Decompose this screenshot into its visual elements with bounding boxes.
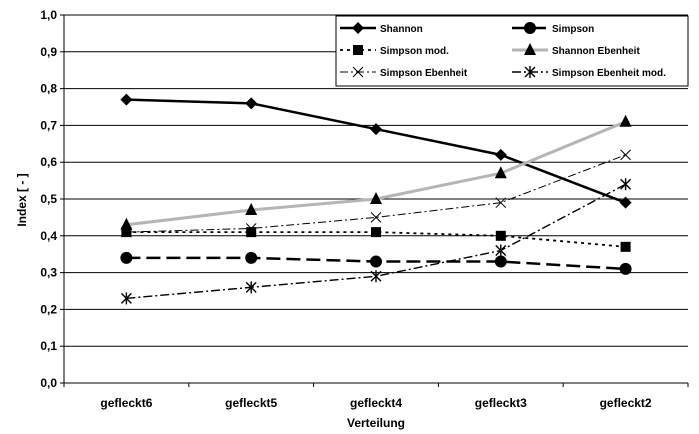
legend-label: Simpson Ebenheit mod. xyxy=(552,68,666,79)
y-tick-label: 0,7 xyxy=(40,118,57,132)
y-tick-label: 0,3 xyxy=(40,266,57,280)
data-point xyxy=(370,192,382,204)
data-point xyxy=(121,226,132,238)
legend-marker xyxy=(352,66,364,78)
series-4 xyxy=(121,149,631,238)
legend-label: Simpson Ebenheit xyxy=(380,68,468,79)
data-point xyxy=(370,255,382,268)
x-tick-label: gefleckt6 xyxy=(100,396,152,410)
series-0 xyxy=(120,93,632,209)
legend-item: Simpson mod. xyxy=(340,45,449,57)
data-point xyxy=(245,203,258,216)
legend-label: Simpson xyxy=(552,24,594,35)
data-point xyxy=(245,281,257,294)
y-tick-label: 0,0 xyxy=(40,376,57,390)
legend-item: Shannon xyxy=(340,22,423,35)
axes: 0,0 0,1 0,2 0,3 0,4 0,5 0,6 0,7 0,8 0,9 1,0 gefleck… xyxy=(40,8,689,410)
x-tick-label: gefleckt4 xyxy=(350,396,402,410)
legend-label: Shannon xyxy=(380,24,423,35)
y-tick-label: 0,2 xyxy=(40,302,57,316)
data-point xyxy=(371,227,381,238)
data-point xyxy=(120,251,133,264)
series-1 xyxy=(120,251,632,275)
legend-label: Simpson mod. xyxy=(380,46,449,57)
data-point xyxy=(495,230,506,241)
y-tick-label: 0,8 xyxy=(40,82,57,96)
series-group xyxy=(120,93,632,305)
data-point xyxy=(620,149,631,161)
y-tick-label: 1,0 xyxy=(40,8,57,22)
y-tick-label: 0,6 xyxy=(40,155,57,169)
legend-label: Shannon Ebenheit xyxy=(552,46,640,57)
x-tick-label: gefleckt3 xyxy=(475,396,527,410)
data-point xyxy=(370,212,382,223)
y-tick-label: 0,4 xyxy=(40,229,57,243)
data-point xyxy=(370,270,382,283)
data-point xyxy=(245,251,258,264)
y-tick-label: 0,9 xyxy=(40,45,57,59)
series-5 xyxy=(120,178,632,305)
legend-item: Simpson Ebenheit xyxy=(340,66,468,79)
data-point xyxy=(120,217,133,230)
data-point xyxy=(495,244,507,257)
data-point xyxy=(245,97,258,110)
data-point xyxy=(120,292,132,305)
data-point xyxy=(619,262,632,275)
legend-item: Simpson Ebenheit mod. xyxy=(512,66,666,79)
data-point xyxy=(120,93,133,106)
series-line xyxy=(126,154,626,233)
data-point xyxy=(619,114,632,127)
data-point xyxy=(620,241,631,252)
data-point xyxy=(494,148,507,161)
x-tick-label: gefleckt2 xyxy=(600,396,652,410)
legend-marker xyxy=(353,45,363,55)
data-point xyxy=(619,196,632,209)
y-tick-label: 0,5 xyxy=(40,192,57,206)
x-tick-label: gefleckt5 xyxy=(225,396,277,410)
y-axis-title: Index [ - ] xyxy=(15,173,29,226)
x-axis-title: Verteilung xyxy=(347,416,405,430)
data-point xyxy=(370,123,382,136)
legend-marker xyxy=(524,43,536,55)
data-point xyxy=(620,178,632,191)
y-tick-label: 0,1 xyxy=(40,339,57,353)
data-point xyxy=(246,227,257,238)
legend-marker xyxy=(524,22,536,34)
data-point xyxy=(495,197,507,209)
series-3 xyxy=(120,114,632,230)
legend: Shannon Simpson Simpson mod. Shannon Ebenhe… xyxy=(335,15,689,87)
series-2 xyxy=(121,227,631,252)
legend-item: Simpson xyxy=(512,22,594,35)
legend-item: Shannon Ebenheit xyxy=(512,43,640,57)
legend-marker xyxy=(352,22,364,34)
data-point xyxy=(494,255,507,268)
data-point xyxy=(494,166,507,179)
data-point xyxy=(245,223,257,234)
legend-marker xyxy=(524,66,536,78)
